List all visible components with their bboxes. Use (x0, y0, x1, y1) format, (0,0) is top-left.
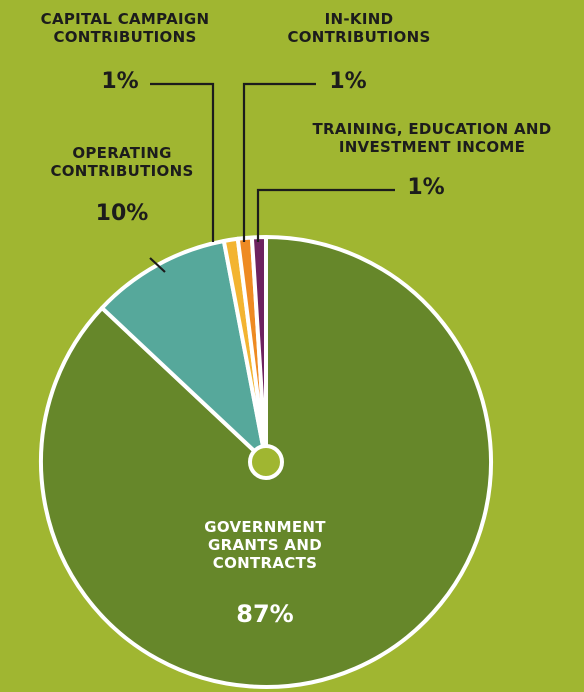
label-capital-campaign: CAPITAL CAMPAIGN CONTRIBUTIONS (8, 10, 242, 46)
leader-capital (150, 82, 215, 242)
label-government-text: GOVERNMENT GRANTS AND CONTRACTS (204, 518, 326, 572)
leader-training (256, 188, 395, 242)
label-in-kind: IN-KIND CONTRIBUTIONS (272, 10, 446, 46)
leader-inkind (242, 82, 316, 242)
label-operating: OPERATING CONTRIBUTIONS (22, 144, 222, 180)
label-training-text: TRAINING, EDUCATION AND INVESTMENT INCOM… (312, 120, 552, 156)
label-government: GOVERNMENT GRANTS AND CONTRACTS (165, 518, 365, 572)
leader-operating (149, 257, 166, 273)
center-dot (248, 444, 284, 480)
pct-capital-campaign: 1% (101, 69, 139, 94)
label-in-kind-text: IN-KIND CONTRIBUTIONS (287, 10, 431, 46)
label-operating-text: OPERATING CONTRIBUTIONS (50, 144, 194, 180)
pct-in-kind: 1% (329, 69, 367, 94)
label-capital-campaign-text: CAPITAL CAMPAIGN CONTRIBUTIONS (40, 10, 210, 46)
pct-government: 87% (236, 600, 294, 628)
pct-operating: 10% (95, 201, 149, 226)
label-training: TRAINING, EDUCATION AND INVESTMENT INCOM… (282, 120, 582, 156)
pct-training: 1% (407, 175, 445, 200)
